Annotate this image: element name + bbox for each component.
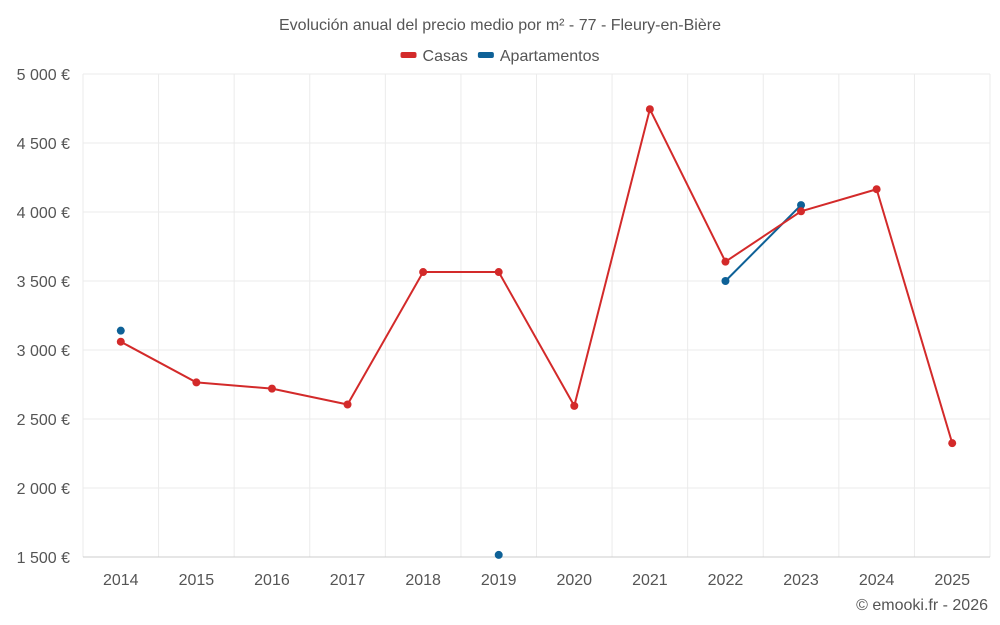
series-lines [120,108,954,444]
x-tick-label: 2018 [405,572,441,589]
data-point-casas[interactable] [797,207,806,216]
y-tick-label: 5 000 € [17,67,70,84]
y-tick-label: 3 500 € [17,274,70,291]
x-tick-label: 2022 [708,572,744,589]
data-point-apartamentos[interactable] [721,277,730,285]
data-point-casas[interactable] [192,378,201,387]
x-tick-label: 2014 [103,572,139,589]
y-tick-label: 4 000 € [17,205,70,222]
y-tick-label: 2 000 € [17,481,70,498]
data-point-casas[interactable] [494,268,503,277]
data-point-casas[interactable] [343,400,352,409]
data-point-casas[interactable] [116,337,125,346]
x-tick-label: 2025 [934,572,970,589]
y-tick-label: 2 500 € [17,412,70,429]
x-tick-label: 2015 [179,572,215,589]
x-tick-label: 2023 [783,572,819,589]
data-point-casas[interactable] [721,257,730,266]
x-axis-labels: 2014 2015 2016 2017 2018 2019 2020 2021 2022 2023… [103,572,970,589]
x-tick-label: 2021 [632,572,668,589]
credit-text: © emooki.fr - 2026 [856,597,988,614]
data-point-apartamentos[interactable] [116,326,125,335]
data-point-casas[interactable] [419,268,428,277]
data-point-casas[interactable] [645,105,654,114]
legend-item-apartamentos[interactable]: Apartamentos [477,48,600,65]
x-tick-label: 2024 [859,572,895,589]
data-point-apartamentos[interactable] [797,201,806,210]
data-point-casas[interactable] [872,185,881,194]
legend-item-casas[interactable]: Casas [400,48,468,65]
y-tick-label: 3 000 € [17,343,70,360]
y-tick-label: 4 500 € [17,136,70,153]
x-tick-label: 2017 [330,572,366,589]
legend-swatch [477,52,494,58]
x-tick-label: 2016 [254,572,290,589]
data-point-casas[interactable] [267,384,276,393]
legend-swatch [400,52,417,58]
legend-label: Apartamentos [500,48,600,65]
series-points [116,105,957,559]
data-point-casas[interactable] [570,401,579,410]
x-gridlines [82,74,991,557]
y-axis-labels: 1 500 € 2 000 € 2 500 € 3 000 € 3 500 € 4 000… [17,67,70,567]
series-line-apartamentos [724,204,802,282]
legend: Casas Apartamentos [400,48,600,65]
x-tick-label: 2019 [481,572,517,589]
data-point-apartamentos[interactable] [494,550,503,559]
data-point-casas[interactable] [948,439,957,448]
legend-label: Casas [423,48,468,65]
x-tick-label: 2020 [556,572,592,589]
chart-title: Evolución anual del precio medio por m² … [279,17,721,34]
series-line-casas [120,108,954,444]
y-tick-label: 1 500 € [17,550,70,567]
